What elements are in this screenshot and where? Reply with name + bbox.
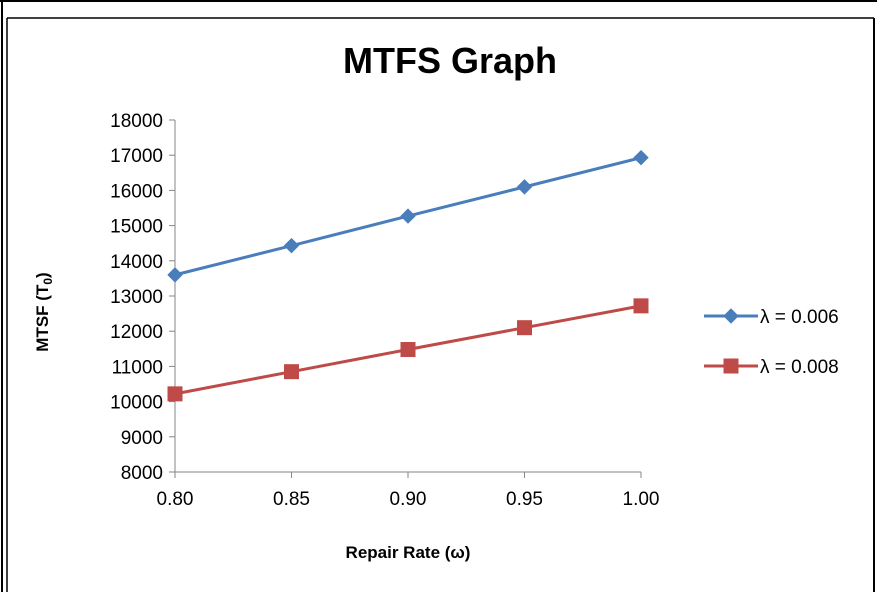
data-point <box>400 342 416 358</box>
series-2 <box>167 298 649 402</box>
data-point <box>400 208 416 224</box>
y-axis-title: MTSF (T0) <box>33 272 55 351</box>
x-tick-label: 0.95 <box>506 489 543 510</box>
x-axis-ticks: 0.80 0.85 0.90 0.95 1.00 <box>157 472 660 510</box>
series-1 <box>167 149 649 283</box>
y-tick-label: 10000 <box>110 393 163 414</box>
y-tick-label: 12000 <box>110 322 163 343</box>
data-point <box>516 179 533 195</box>
x-tick-label: 1.00 <box>623 489 660 510</box>
y-tick-label: 13000 <box>110 287 163 308</box>
data-point <box>633 298 649 314</box>
y-tick-label: 14000 <box>110 252 163 273</box>
y-tick-label: 8000 <box>121 463 163 484</box>
legend: λ = 0.006 λ = 0.008 <box>704 307 839 378</box>
y-tick-label: 9000 <box>121 428 163 449</box>
data-point <box>283 237 300 254</box>
series-layer <box>167 149 649 402</box>
data-point <box>167 267 183 283</box>
legend-item: λ = 0.006 <box>704 307 839 328</box>
y-axis-title-main: MTSF (T <box>33 284 52 352</box>
legend-item: λ = 0.008 <box>704 357 839 378</box>
y-axis-ticks: 8000 9000 10000 11000 12000 13000 14000 15000 16… <box>110 111 175 484</box>
y-tick-label: 11000 <box>112 357 163 378</box>
axes <box>174 120 641 473</box>
y-tick-label: 18000 <box>110 111 163 132</box>
y-tick-label: 17000 <box>110 146 163 167</box>
y-tick-label: 16000 <box>110 181 163 202</box>
legend-swatch-marker <box>723 308 739 324</box>
y-tick-label: 15000 <box>110 217 163 238</box>
legend-label: λ = 0.006 <box>760 307 839 328</box>
y-axis-title-close: ) <box>33 272 52 278</box>
legend-label: λ = 0.008 <box>760 357 839 378</box>
data-point <box>167 386 183 402</box>
y-axis-title-subscript: 0 <box>41 278 55 285</box>
chart-title: MTFS Graph <box>343 40 557 81</box>
data-point <box>284 364 299 380</box>
x-tick-label: 0.80 <box>157 489 194 510</box>
x-tick-label: 0.85 <box>273 489 310 510</box>
x-tick-label: 0.90 <box>390 489 427 510</box>
data-point <box>633 149 649 166</box>
x-axis-title: Repair Rate (ω) <box>346 543 471 562</box>
legend-swatch-marker <box>723 358 739 374</box>
data-point <box>517 320 532 336</box>
